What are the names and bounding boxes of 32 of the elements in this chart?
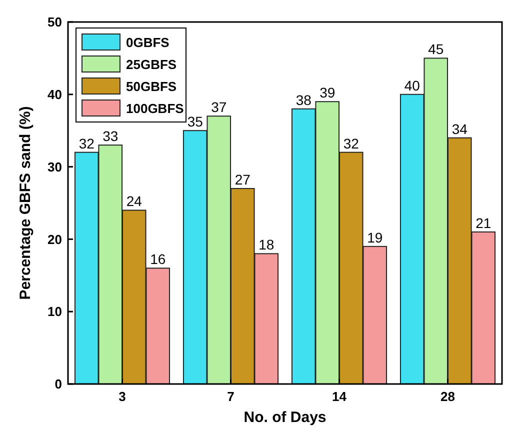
legend-label: 50GBFS	[126, 79, 177, 94]
data-label: 19	[367, 229, 383, 246]
x-tick-label: 28	[440, 389, 455, 404]
y-tick-label: 10	[48, 304, 62, 320]
legend-label: 100GBFS	[126, 101, 184, 116]
x-tick-label: 3	[118, 389, 126, 404]
y-tick-label: 30	[48, 159, 62, 174]
legend-label: 25GBFS	[126, 57, 177, 72]
x-tick-label: 14	[332, 389, 348, 404]
data-label: 34	[452, 120, 468, 137]
y-tick-label: 20	[48, 232, 62, 247]
data-label: 45	[428, 41, 444, 58]
y-tick-label: 40	[48, 86, 62, 102]
data-label: 38	[296, 92, 312, 108]
data-label: 16	[150, 251, 166, 268]
y-tick-label: 0	[54, 376, 62, 392]
data-label: 18	[258, 236, 274, 253]
data-label: 37	[211, 99, 227, 116]
data-label: 39	[320, 84, 336, 101]
data-label: 32	[78, 135, 95, 152]
data-label: 27	[234, 172, 251, 188]
legend-label: 0GBFS	[126, 35, 170, 50]
data-label: 40	[404, 77, 420, 94]
data-label: 21	[476, 214, 492, 231]
y-tick-label: 50	[48, 14, 62, 30]
x-axis-title: No. of Days	[244, 409, 326, 426]
y-axis-title: Percentage GBFS sand (%)	[17, 106, 34, 300]
data-label: 32	[343, 135, 360, 152]
x-tick-label: 7	[227, 389, 234, 404]
data-label: 33	[102, 128, 118, 144]
data-label: 24	[126, 193, 142, 210]
data-label: 35	[187, 114, 204, 130]
